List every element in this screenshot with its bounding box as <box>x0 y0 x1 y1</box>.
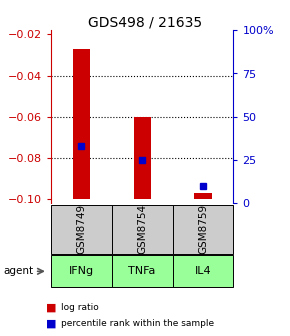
Text: agent: agent <box>3 266 33 276</box>
Bar <box>73 49 90 199</box>
Text: ■: ■ <box>46 318 57 328</box>
Text: ■: ■ <box>46 302 57 312</box>
Bar <box>134 117 151 199</box>
Text: GSM8759: GSM8759 <box>198 204 208 254</box>
Text: log ratio: log ratio <box>61 303 99 312</box>
Bar <box>195 193 211 199</box>
Text: IFNg: IFNg <box>69 266 94 276</box>
Text: percentile rank within the sample: percentile rank within the sample <box>61 319 214 328</box>
Text: TNFa: TNFa <box>128 266 156 276</box>
Text: GDS498 / 21635: GDS498 / 21635 <box>88 15 202 29</box>
Text: GSM8754: GSM8754 <box>137 204 147 254</box>
Text: IL4: IL4 <box>195 266 211 276</box>
Text: GSM8749: GSM8749 <box>76 204 86 254</box>
